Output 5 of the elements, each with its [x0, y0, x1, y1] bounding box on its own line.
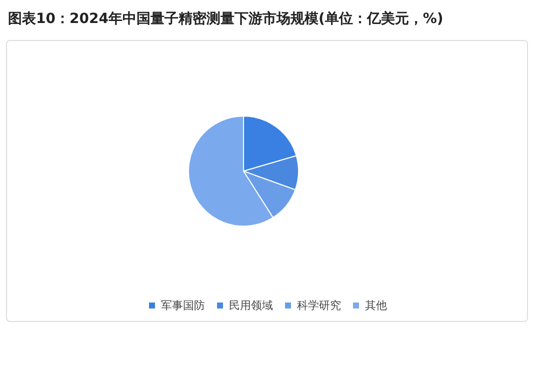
legend-label: 军事国防	[161, 299, 205, 312]
legend-label: 其他	[365, 299, 387, 312]
legend-label: 民用领域	[229, 299, 273, 312]
chart-title: 图表10：2024年中国量子精密测量下游市场规模(单位：亿美元，%)	[8, 10, 444, 28]
legend-label: 科学研究	[297, 299, 341, 312]
